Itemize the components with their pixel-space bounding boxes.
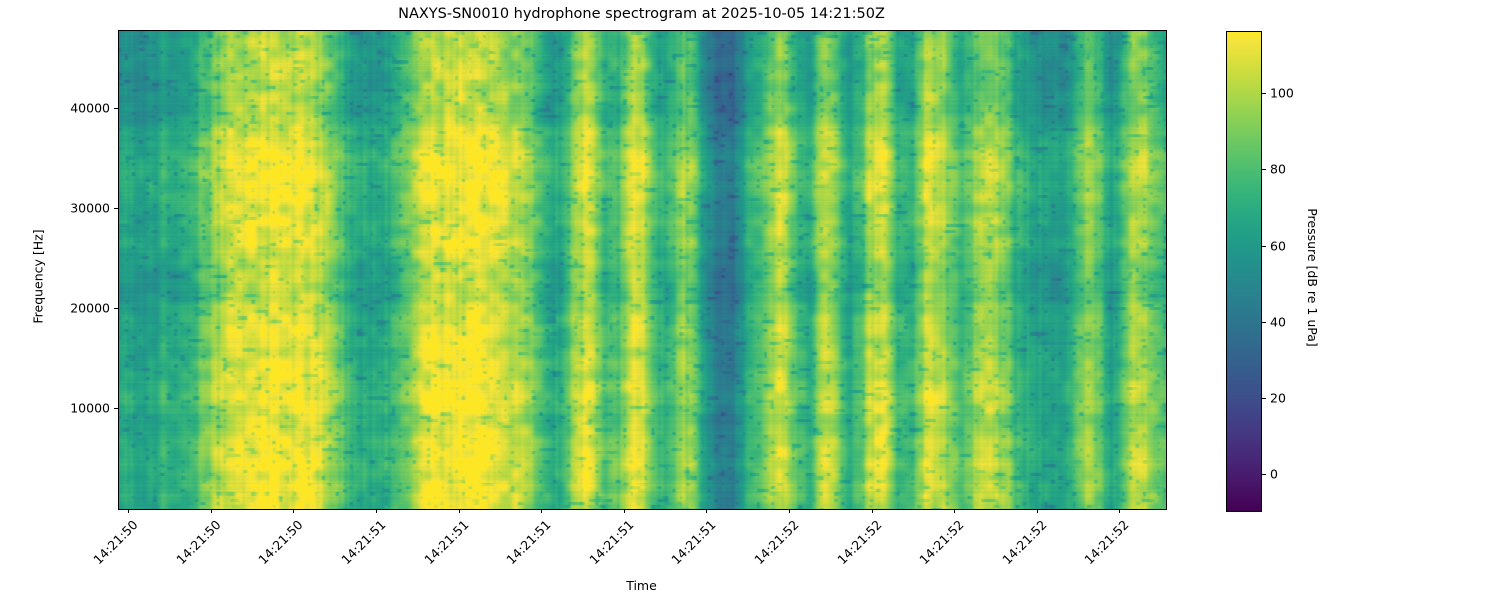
x-tick-mark — [211, 509, 212, 513]
colorbar-tick-mark — [1262, 169, 1266, 170]
x-axis-label: Time — [626, 578, 657, 593]
colorbar — [1226, 31, 1262, 512]
x-tick-mark — [541, 509, 542, 513]
figure-title: NAXYS-SN0010 hydrophone spectrogram at 2… — [398, 6, 885, 22]
x-tick-mark — [1037, 509, 1038, 513]
colorbar-tick-mark — [1262, 398, 1266, 399]
x-tick-label: 14:21:50 — [90, 517, 141, 568]
colorbar-tick-mark — [1262, 474, 1266, 475]
y-tick-label: 30000 — [70, 200, 110, 216]
x-tick-label: 14:21:52 — [999, 517, 1050, 568]
colorbar-tick-mark — [1262, 93, 1266, 94]
x-tick-mark — [624, 509, 625, 513]
x-tick-mark — [459, 509, 460, 513]
y-tick-mark — [114, 408, 118, 409]
x-tick-label: 14:21:51 — [421, 517, 472, 568]
x-tick-label: 14:21:52 — [834, 517, 885, 568]
y-tick-mark — [114, 108, 118, 109]
colorbar-label: Pressure [dB re 1 uPa] — [1304, 208, 1320, 347]
colorbar-tick-mark — [1262, 322, 1266, 323]
x-tick-label: 14:21:51 — [503, 517, 554, 568]
spectrogram-axes — [118, 30, 1167, 510]
x-tick-mark — [872, 509, 873, 513]
x-tick-mark — [293, 509, 294, 513]
y-tick-mark — [114, 308, 118, 309]
colorbar-tick-label: 40 — [1270, 314, 1286, 330]
y-tick-label: 10000 — [70, 400, 110, 416]
colorbar-tick-label: 100 — [1270, 85, 1294, 101]
x-tick-mark — [376, 509, 377, 513]
x-tick-mark — [789, 509, 790, 513]
spectrogram-image — [119, 31, 1166, 509]
colorbar-tick-label: 80 — [1270, 161, 1286, 177]
x-tick-label: 14:21:51 — [668, 517, 719, 568]
x-tick-label: 14:21:52 — [751, 517, 802, 568]
x-tick-label: 14:21:52 — [916, 517, 967, 568]
x-tick-mark — [128, 509, 129, 513]
colorbar-tick-label: 20 — [1270, 390, 1286, 406]
y-axis-label: Frequency [Hz] — [30, 229, 46, 324]
x-tick-label: 14:21:52 — [1081, 517, 1132, 568]
colorbar-tick-label: 0 — [1270, 466, 1278, 482]
colorbar-gradient — [1227, 32, 1261, 511]
y-tick-label: 20000 — [70, 300, 110, 316]
y-tick-label: 40000 — [70, 100, 110, 116]
x-tick-mark — [954, 509, 955, 513]
x-tick-label: 14:21:51 — [338, 517, 389, 568]
x-tick-mark — [1119, 509, 1120, 513]
colorbar-tick-mark — [1262, 246, 1266, 247]
x-tick-label: 14:21:50 — [255, 517, 306, 568]
x-tick-label: 14:21:50 — [173, 517, 224, 568]
x-tick-label: 14:21:51 — [586, 517, 637, 568]
y-tick-mark — [114, 208, 118, 209]
x-tick-mark — [706, 509, 707, 513]
colorbar-tick-label: 60 — [1270, 238, 1286, 254]
